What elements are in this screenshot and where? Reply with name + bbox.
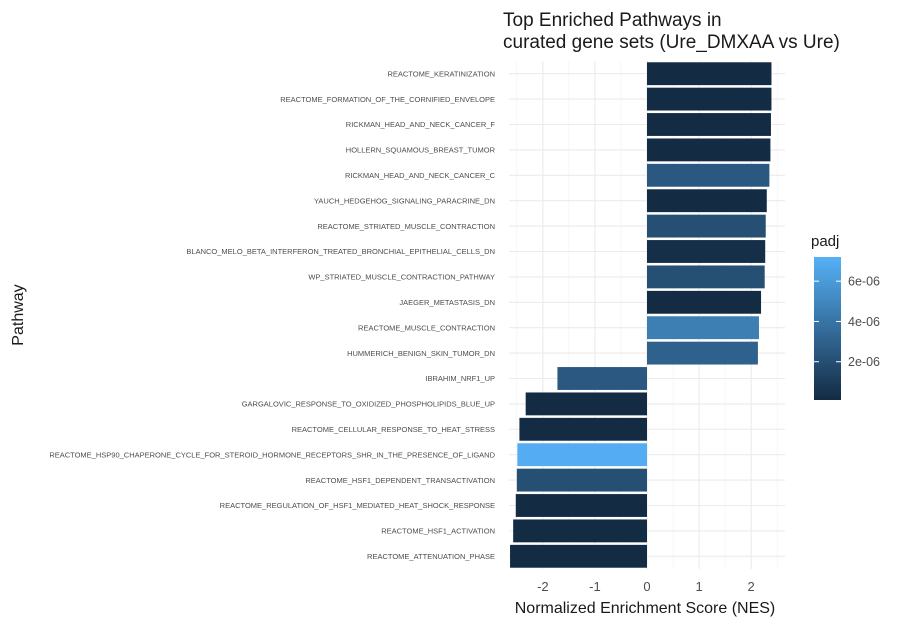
bar bbox=[525, 392, 647, 416]
x-axis-label: Normalized Enrichment Score (NES) bbox=[515, 600, 776, 617]
chart-title-line-2: curated gene sets (Ure_DMXAA vs Ure) bbox=[503, 32, 840, 53]
legend-tick-label: 2e-06 bbox=[848, 355, 880, 369]
legend-tick-label: 4e-06 bbox=[848, 315, 880, 329]
legend-tick-label: 6e-06 bbox=[848, 275, 880, 289]
y-tick-label: REACTOME_HSF1_ACTIVATION bbox=[381, 527, 495, 536]
bar bbox=[513, 519, 647, 543]
bar bbox=[647, 316, 759, 340]
y-tick-label: REACTOME_STRIATED_MUSCLE_CONTRACTION bbox=[317, 222, 495, 231]
y-tick-label: REACTOME_HSF1_DEPENDENT_TRANSACTIVATION bbox=[305, 476, 495, 485]
bar bbox=[647, 87, 772, 111]
legend-colorbar bbox=[814, 257, 841, 400]
y-tick-label: WP_STRIATED_MUSCLE_CONTRACTION_PATHWAY bbox=[308, 273, 495, 282]
bar bbox=[647, 138, 771, 162]
y-tick-label: REACTOME_FORMATION_OF_THE_CORNIFIED_ENVE… bbox=[280, 95, 495, 104]
x-tick-labels: -2 -1 0 1 2 bbox=[537, 579, 755, 594]
y-tick-label: BLANCO_MELO_BETA_INTERFERON_TREATED_BRON… bbox=[186, 247, 495, 256]
bar bbox=[647, 113, 771, 136]
color-legend: padj 2e-06 4e-06 6e-06 bbox=[811, 233, 880, 400]
bar bbox=[557, 367, 647, 390]
bar bbox=[647, 189, 767, 213]
bar bbox=[516, 468, 647, 492]
x-tick-label: 2 bbox=[748, 579, 755, 594]
y-tick-label: IBRAHIM_NRF1_UP bbox=[425, 374, 495, 383]
chart-title-line-1: Top Enriched Pathways in bbox=[503, 10, 722, 31]
legend-ticks: 2e-06 4e-06 6e-06 bbox=[814, 275, 880, 369]
y-tick-label: REACTOME_HSP90_CHAPERONE_CYCLE_FOR_STERO… bbox=[49, 450, 495, 459]
bar bbox=[519, 417, 647, 441]
bar bbox=[647, 265, 765, 289]
y-tick-label: REACTOME_KERATINIZATION bbox=[387, 69, 495, 78]
x-tick-label: -2 bbox=[537, 579, 549, 594]
y-tick-label: YAUCH_HEDGEHOG_SIGNALING_PARACRINE_DN bbox=[314, 196, 495, 205]
y-tick-label: RICKMAN_HEAD_AND_NECK_CANCER_F bbox=[346, 120, 496, 129]
y-tick-labels: REACTOME_KERATINIZATION REACTOME_FORMATIO… bbox=[49, 69, 495, 561]
x-tick-label: 0 bbox=[643, 579, 650, 594]
bar bbox=[517, 443, 647, 467]
y-tick-label: HOLLERN_SQUAMOUS_BREAST_TUMOR bbox=[346, 146, 496, 155]
bars bbox=[510, 62, 772, 568]
x-tick-label: 1 bbox=[695, 579, 702, 594]
bar bbox=[647, 341, 758, 365]
y-tick-label: GARGALOVIC_RESPONSE_TO_OXIDIZED_PHOSPHOL… bbox=[242, 400, 495, 409]
bar bbox=[515, 494, 647, 517]
bar bbox=[647, 62, 772, 86]
y-tick-label: RICKMAN_HEAD_AND_NECK_CANCER_C bbox=[345, 171, 496, 180]
y-tick-label: REACTOME_REGULATION_OF_HSF1_MEDIATED_HEA… bbox=[220, 501, 495, 510]
y-tick-label: REACTOME_ATTENUATION_PHASE bbox=[367, 552, 495, 561]
grid-lines bbox=[509, 61, 785, 569]
y-tick-label: REACTOME_CELLULAR_RESPONSE_TO_HEAT_STRES… bbox=[292, 425, 495, 434]
x-tick-label: -1 bbox=[589, 579, 601, 594]
y-tick-label: JAEGER_METASTASIS_DN bbox=[399, 298, 495, 307]
bar bbox=[647, 214, 766, 238]
bar bbox=[647, 290, 762, 314]
legend-title: padj bbox=[811, 233, 839, 250]
bar bbox=[647, 163, 770, 187]
bar bbox=[510, 544, 647, 568]
y-tick-label: HUMMERICH_BENIGN_SKIN_TUMOR_DN bbox=[347, 349, 495, 358]
y-axis-label: Pathway bbox=[10, 284, 27, 345]
bar bbox=[647, 240, 766, 263]
y-tick-label: REACTOME_MUSCLE_CONTRACTION bbox=[358, 323, 495, 332]
